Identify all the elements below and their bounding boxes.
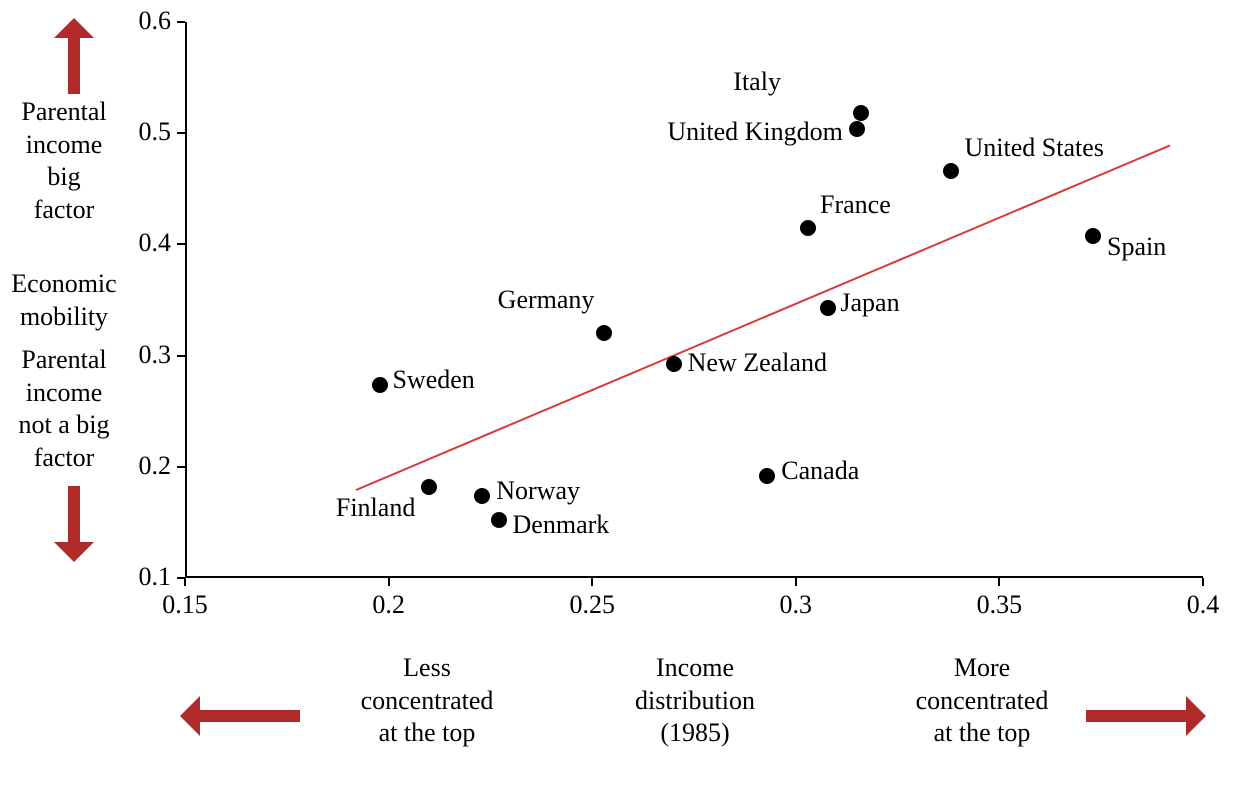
data-point xyxy=(943,163,959,179)
y-tick-label: 0.1 xyxy=(115,562,171,592)
arrow-left-icon xyxy=(200,710,300,722)
arrow-up-icon xyxy=(68,38,80,94)
data-point xyxy=(820,300,836,316)
y-tick xyxy=(177,132,185,134)
point-label: New Zealand xyxy=(688,348,827,378)
scatter-chart: 0.15 0.2 0.25 0.3 0.35 0.4 0.1 0.2 0.3 0.4 0.5 0.6 F… xyxy=(0,0,1238,788)
point-label: Germany xyxy=(498,285,595,315)
data-point xyxy=(800,220,816,236)
point-label: France xyxy=(820,190,891,220)
point-label: Spain xyxy=(1107,232,1166,262)
y-tick xyxy=(177,21,185,23)
y-tick-label: 0.6 xyxy=(115,6,171,36)
point-label: Japan xyxy=(840,288,899,318)
point-label: Sweden xyxy=(392,365,474,395)
data-point xyxy=(372,377,388,393)
trend-line xyxy=(356,144,1171,491)
x-tick-label: 0.25 xyxy=(542,590,642,620)
x-annotation-center: Income distribution (1985) xyxy=(585,652,805,750)
y-tick xyxy=(177,355,185,357)
point-label: Norway xyxy=(496,476,580,506)
y-tick-label: 0.2 xyxy=(115,451,171,481)
y-annotation-top: Parental income big factor xyxy=(0,96,134,226)
arrow-down-head-icon xyxy=(54,542,94,562)
x-tick-label: 0.4 xyxy=(1153,590,1238,620)
point-label: United States xyxy=(965,133,1104,163)
y-annotation-title: Economic mobility xyxy=(0,268,134,333)
point-label: Canada xyxy=(781,456,859,486)
y-tick xyxy=(177,243,185,245)
data-point xyxy=(474,488,490,504)
arrow-left-head-icon xyxy=(180,696,200,736)
x-tick xyxy=(388,578,390,586)
point-label: United Kingdom xyxy=(667,117,843,147)
x-tick-label: 0.2 xyxy=(339,590,439,620)
data-point xyxy=(849,121,865,137)
arrow-right-icon xyxy=(1086,710,1186,722)
data-point xyxy=(421,479,437,495)
x-tick-label: 0.3 xyxy=(746,590,846,620)
point-label: Denmark xyxy=(513,510,610,540)
y-tick xyxy=(177,466,185,468)
point-label: Finland xyxy=(336,493,415,523)
x-annotation-left: Less concentrated at the top xyxy=(317,652,537,750)
x-tick xyxy=(998,578,1000,586)
arrow-down-icon xyxy=(68,486,80,542)
y-tick xyxy=(177,577,185,579)
x-tick-label: 0.15 xyxy=(135,590,235,620)
data-point xyxy=(666,356,682,372)
data-point xyxy=(853,105,869,121)
x-annotation-right: More concentrated at the top xyxy=(872,652,1092,750)
y-tick-label: 0.5 xyxy=(115,117,171,147)
data-point xyxy=(491,512,507,528)
x-tick xyxy=(795,578,797,586)
data-point xyxy=(596,325,612,341)
y-tick-label: 0.3 xyxy=(115,340,171,370)
point-label: Italy xyxy=(733,67,781,97)
x-tick xyxy=(1202,578,1204,586)
y-tick-label: 0.4 xyxy=(115,228,171,258)
y-axis xyxy=(185,22,187,578)
data-point xyxy=(1085,228,1101,244)
data-point xyxy=(759,468,775,484)
arrow-up-head-icon xyxy=(54,18,94,38)
x-tick xyxy=(591,578,593,586)
x-axis xyxy=(185,576,1203,578)
y-annotation-bot: Parental income not a big factor xyxy=(0,344,134,474)
x-tick-label: 0.35 xyxy=(949,590,1049,620)
arrow-right-head-icon xyxy=(1186,696,1206,736)
x-tick xyxy=(184,578,186,586)
